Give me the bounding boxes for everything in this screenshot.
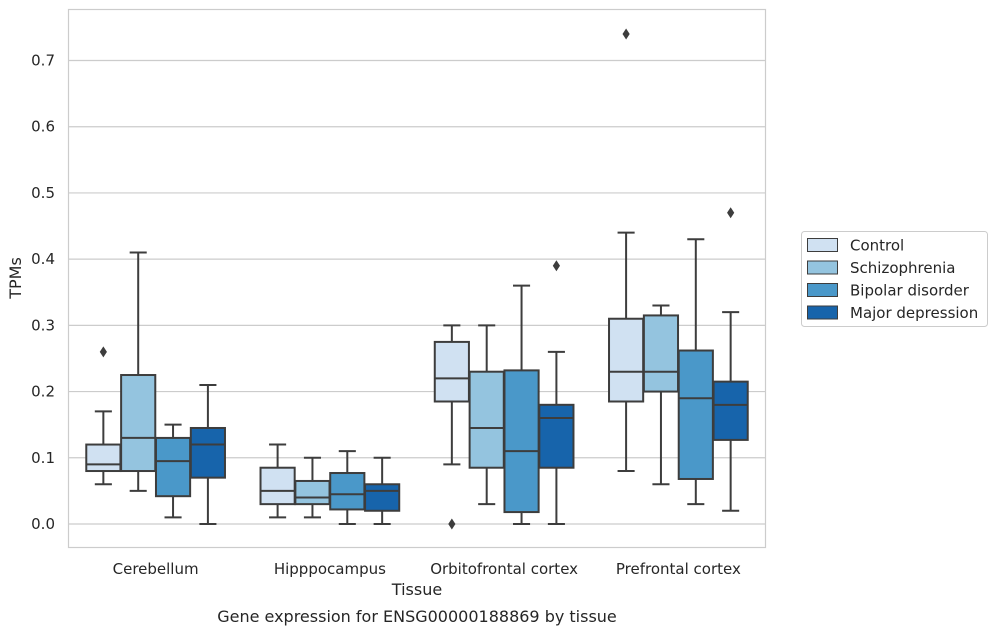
box-body: [538, 403, 575, 469]
y-tick-label: 0.5: [31, 184, 55, 202]
legend: Control Schizophrenia Bipolar disorder Majo…: [801, 231, 988, 327]
y-tick-label: 0.1: [31, 449, 55, 467]
plot-frame: [67, 8, 767, 549]
box: [329, 450, 366, 525]
y-tick-label: 0.2: [31, 383, 55, 401]
box-body: [468, 370, 505, 469]
box: [677, 238, 714, 506]
legend-label: Schizophrenia: [850, 259, 955, 277]
legend-label: Bipolar disorder: [850, 282, 970, 300]
box: [154, 423, 192, 519]
legend-label: Control: [850, 237, 904, 255]
box-body: [433, 340, 470, 403]
box: [433, 324, 470, 530]
box-series: [85, 28, 749, 530]
box-body: [712, 380, 749, 441]
x-axis-ticks: Cerebellum Hipppocampus Orbitofrontal cort…: [113, 560, 741, 578]
box: [294, 456, 331, 519]
legend-swatch: [807, 260, 838, 275]
box-outlier: [448, 518, 456, 530]
legend-swatch: [807, 238, 838, 252]
box-body: [677, 349, 714, 480]
box-outlier: [99, 346, 107, 358]
box-outlier: [552, 260, 560, 272]
box-outlier: [622, 28, 630, 40]
x-axis-label: Tissue: [391, 580, 442, 599]
legend-items: Control Schizophrenia Bipolar disorder Majo…: [807, 237, 978, 322]
box: [608, 28, 645, 473]
box-body: [154, 436, 192, 498]
x-tick-label: Cerebellum: [113, 560, 199, 578]
box-body: [85, 443, 122, 473]
legend-swatch: [807, 283, 838, 297]
legend-frame: [801, 231, 988, 327]
y-tick-label: 0.7: [31, 52, 55, 70]
y-axis-label: TPMs: [6, 257, 25, 300]
box: [189, 383, 226, 525]
y-tick-label: 0.3: [31, 316, 55, 334]
x-tick-label: Prefrontal cortex: [616, 560, 741, 578]
y-tick-label: 0.6: [31, 118, 55, 136]
y-tick-label: 0.0: [31, 515, 55, 533]
chart-caption: Gene expression for ENSG00000188869 by t…: [217, 607, 617, 626]
box: [468, 324, 505, 506]
box: [120, 251, 157, 492]
x-tick-label: Hipppocampus: [274, 560, 386, 578]
x-tick-label: Orbitofrontal cortex: [430, 560, 578, 578]
box-body: [189, 426, 226, 479]
box-body: [294, 479, 331, 506]
box: [712, 207, 749, 512]
box-body: [364, 483, 401, 512]
box-body: [503, 369, 540, 514]
box: [85, 346, 122, 486]
box: [364, 456, 401, 525]
legend-swatch: [807, 305, 838, 320]
box-body: [608, 317, 645, 403]
legend-label: Major depression: [850, 304, 978, 322]
box: [538, 260, 575, 525]
box-body: [329, 472, 366, 511]
y-axis-ticks: 0.0 0.1 0.2 0.3 0.4 0.5 0.6 0.7: [31, 52, 55, 534]
y-tick-label: 0.4: [31, 250, 55, 268]
box-body: [120, 374, 157, 473]
box: [503, 284, 540, 525]
box: [259, 443, 296, 519]
box-outlier: [727, 207, 735, 219]
box: [642, 304, 680, 486]
box-body: [642, 314, 680, 393]
box-body: [259, 466, 296, 506]
